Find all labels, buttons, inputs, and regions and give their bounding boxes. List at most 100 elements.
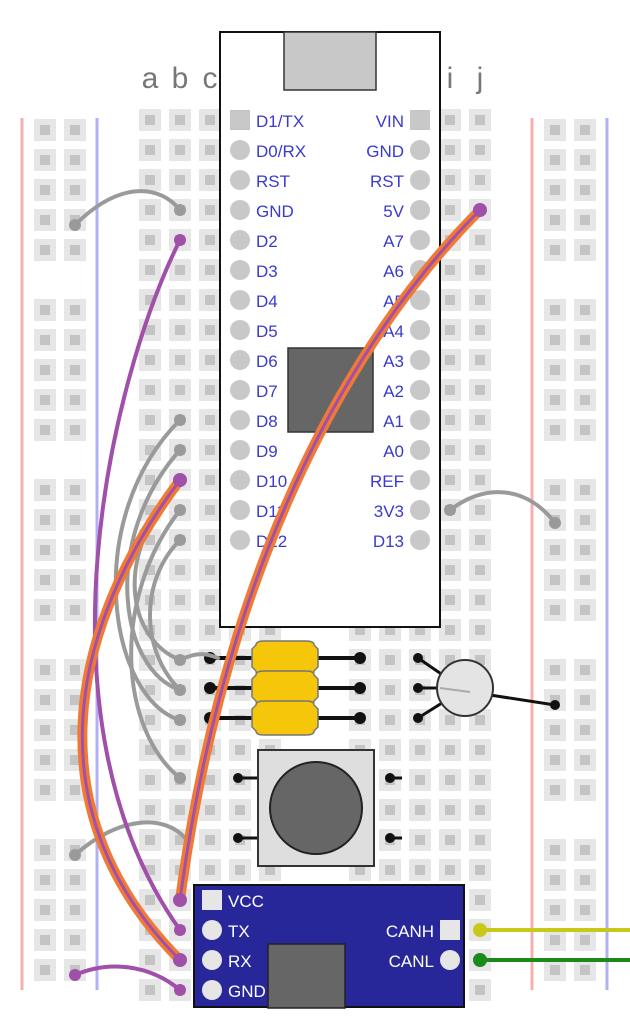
rail-hole — [544, 359, 566, 381]
purple-wire-end — [69, 969, 81, 981]
breadboard-hole — [199, 199, 221, 221]
button-cap[interactable] — [269, 761, 363, 855]
breadboard-hole — [469, 439, 491, 461]
rail-hole — [544, 209, 566, 231]
breadboard-hole — [199, 109, 221, 131]
resistor-body — [251, 700, 319, 736]
column-letter: b — [172, 62, 189, 95]
breadboard-hole — [469, 829, 491, 851]
breadboard-hole — [379, 739, 401, 761]
breadboard-hole — [439, 169, 461, 191]
breadboard-hole — [139, 229, 161, 251]
breadboard-hole — [199, 439, 221, 461]
gray-wire — [148, 538, 182, 692]
breadboard-hole — [139, 859, 161, 881]
rail-hole — [544, 929, 566, 951]
gray-wire — [129, 508, 182, 780]
rail-hole — [34, 389, 56, 411]
rail-hole — [544, 479, 566, 501]
mcu-pin-left: RST — [230, 170, 290, 191]
resistor — [204, 700, 366, 736]
breadboard-hole — [469, 259, 491, 281]
breadboard-hole — [139, 799, 161, 821]
breadboard-hole — [469, 859, 491, 881]
breadboard-hole — [379, 799, 401, 821]
breadboard-hole — [439, 799, 461, 821]
breadboard-hole — [439, 469, 461, 491]
mcu-pin-label: GND — [256, 202, 294, 221]
mcu-pin-label: A0 — [383, 442, 404, 461]
breadboard-hole — [469, 559, 491, 581]
gray-wire-end — [174, 714, 186, 726]
gray-wire — [125, 448, 182, 692]
mcu-pin-left: D2 — [230, 230, 278, 251]
breadboard-hole — [439, 859, 461, 881]
rail-hole — [34, 299, 56, 321]
button-pin — [385, 833, 395, 843]
mcu-pin-right: A3 — [383, 350, 430, 371]
breadboard-hole — [139, 409, 161, 431]
mcu-pin-left: D9 — [230, 440, 278, 461]
potentiometer — [413, 653, 560, 723]
rail-hole — [34, 899, 56, 921]
rail-hole — [34, 929, 56, 951]
breadboard-hole — [469, 169, 491, 191]
rail-hole — [64, 899, 86, 921]
breadboard-hole — [439, 349, 461, 371]
button-pin — [385, 773, 395, 783]
mcu-pin-left: D5 — [230, 320, 278, 341]
rail-hole — [34, 959, 56, 981]
breadboard-hole — [439, 289, 461, 311]
mcu-pin-right: GND — [366, 140, 430, 161]
mcu-pin-left: D8 — [230, 410, 278, 431]
rail-hole — [544, 959, 566, 981]
breadboard-hole — [439, 529, 461, 551]
breadboard-hole — [139, 739, 161, 761]
can-pin-left: GND — [202, 980, 266, 1001]
mcu-left-pins: D1/TXD0/RXRSTGNDD2D3D4D5D6D7D8D9D10D11D1… — [230, 110, 306, 551]
rail-hole — [574, 929, 596, 951]
rail-hole — [574, 659, 596, 681]
column-letter: a — [142, 62, 159, 95]
breadboard-hole — [199, 229, 221, 251]
button-pin — [233, 833, 243, 843]
rail-hole — [34, 599, 56, 621]
rail-hole — [544, 539, 566, 561]
can-pin-label: CANH — [386, 922, 434, 941]
mcu-pin-label: D4 — [256, 292, 278, 311]
rail-hole — [34, 359, 56, 381]
breadboard-hole — [199, 409, 221, 431]
rail-hole — [34, 719, 56, 741]
rail-hole — [64, 419, 86, 441]
rail-hole — [64, 179, 86, 201]
can-pin-label: GND — [228, 982, 266, 1001]
breadboard-hole — [169, 799, 191, 821]
rail-hole — [574, 779, 596, 801]
breadboard-hole — [199, 619, 221, 641]
canh-wire-end — [473, 923, 487, 937]
rail-hole — [64, 509, 86, 531]
breadboard-hole — [439, 199, 461, 221]
rail-hole — [574, 119, 596, 141]
usb-connector — [283, 31, 377, 91]
mcu-pin-left: D1/TX — [230, 110, 304, 131]
breadboard-hole — [469, 139, 491, 161]
mcu-pin-left: D10 — [230, 470, 287, 491]
breadboard-hole — [439, 769, 461, 791]
breadboard-hole — [469, 499, 491, 521]
rail-hole — [544, 569, 566, 591]
rail-hole — [574, 959, 596, 981]
rail-hole — [544, 839, 566, 861]
mcu-pin-right: VIN — [376, 110, 430, 131]
gray-wire-end — [174, 504, 186, 516]
can-bus-wires — [473, 923, 630, 967]
canl-wire-end — [473, 953, 487, 967]
can-pin-right: CANL — [389, 950, 460, 971]
breadboard-hole — [199, 169, 221, 191]
breadboard-hole — [469, 739, 491, 761]
pot-knob[interactable] — [436, 659, 494, 717]
mcu-pin-right: A4 — [383, 320, 430, 341]
mcu-pin-label: D9 — [256, 442, 278, 461]
gray-wire-end — [69, 219, 81, 231]
mcu-pin-label: D5 — [256, 322, 278, 341]
